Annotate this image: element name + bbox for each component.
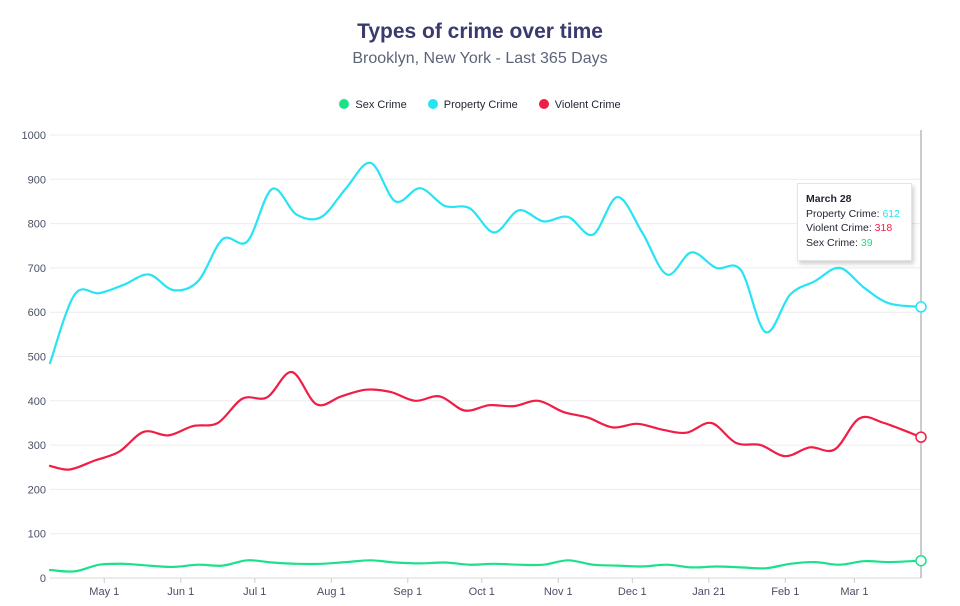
legend-item-violent-crime[interactable]: Violent Crime (538, 99, 621, 111)
tooltip-date: March 28 (806, 193, 852, 205)
chart-title: Types of crime over time (357, 20, 603, 43)
y-gridlines (50, 134, 921, 535)
legend-label-property-crime: Property Crime (443, 99, 518, 111)
tooltip-property-row: Property Crime: 612 (806, 207, 911, 222)
legend-dot-violent-crime (538, 99, 549, 109)
tooltip-violent-label: Violent Crime: (806, 222, 872, 234)
y-tick-label: 700 (28, 263, 46, 275)
hover-marker-violent-crime (915, 431, 927, 443)
x-tick-label: Mar 1 (840, 586, 868, 598)
series-line-sex-crime[interactable] (48, 559, 923, 573)
chart-legend: Sex Crime Property Crime Violent Crime (0, 99, 960, 111)
hover-indicator (915, 130, 927, 578)
y-tick-label: 200 (28, 484, 46, 496)
tooltip-property-value: 612 (882, 207, 900, 220)
hover-marker-sex-crime (915, 554, 927, 567)
x-tick-label: Oct 1 (469, 586, 495, 598)
x-tick-label: May 1 (89, 586, 119, 598)
y-tick-label: 0 (40, 573, 46, 585)
tooltip-property-label: Property Crime: (806, 207, 880, 220)
legend-item-property-crime[interactable]: Property Crime (427, 99, 518, 111)
y-tick-label: 1000 (22, 130, 46, 142)
series-lines (48, 161, 923, 573)
legend-label-sex-crime: Sex Crime (355, 99, 407, 111)
series-line-violent-crime[interactable] (48, 370, 923, 471)
tooltip-sex-label: Sex Crime: (806, 236, 858, 249)
legend-dot-property-crime (427, 99, 438, 109)
x-axis: May 1 Jun 1 Jul 1 Aug 1 Sep 1 Oct 1 Nov 1 Dec 1… (50, 577, 921, 598)
hover-marker-property-crime (915, 301, 927, 313)
x-tick-label: Jul 1 (243, 586, 266, 598)
y-tick-label: 900 (28, 174, 46, 186)
y-tick-label: 100 (28, 529, 46, 541)
series-line-property-crime[interactable] (48, 161, 923, 365)
x-tick-label: Feb 1 (771, 586, 799, 598)
y-tick-label: 800 (28, 219, 46, 231)
legend-item-sex-crime[interactable]: Sex Crime (339, 99, 407, 111)
tooltip-sex-value: 39 (860, 236, 873, 249)
hover-tooltip: March 28 Property Crime: 612 Violent Cri… (797, 183, 912, 261)
y-tick-label: 600 (28, 307, 46, 319)
legend-dot-sex-crime (339, 99, 350, 109)
y-tick-label: 400 (28, 396, 46, 408)
legend-label-violent-crime: Violent Crime (554, 99, 621, 111)
tooltip-violent-row: Violent Crime: 318 (806, 221, 911, 236)
x-tick-label: Jan 21 (692, 586, 725, 598)
tooltip-sex-row: Sex Crime: 39 (806, 236, 911, 251)
chart-subtitle: Brooklyn, New York - Last 365 Days (352, 50, 608, 67)
y-tick-label: 300 (28, 440, 46, 452)
tooltip-violent-value: 318 (874, 222, 893, 234)
x-tick-label: Nov 1 (544, 586, 573, 598)
x-tick-label: Dec 1 (618, 586, 647, 598)
x-tick-label: Jun 1 (167, 586, 194, 598)
y-axis-tick-labels: 0 100 200 300 400 500 600 700 800 900 1000 (22, 130, 46, 585)
x-tick-label: Sep 1 (393, 586, 422, 598)
y-tick-label: 500 (28, 352, 46, 364)
x-tick-label: Aug 1 (317, 586, 346, 598)
